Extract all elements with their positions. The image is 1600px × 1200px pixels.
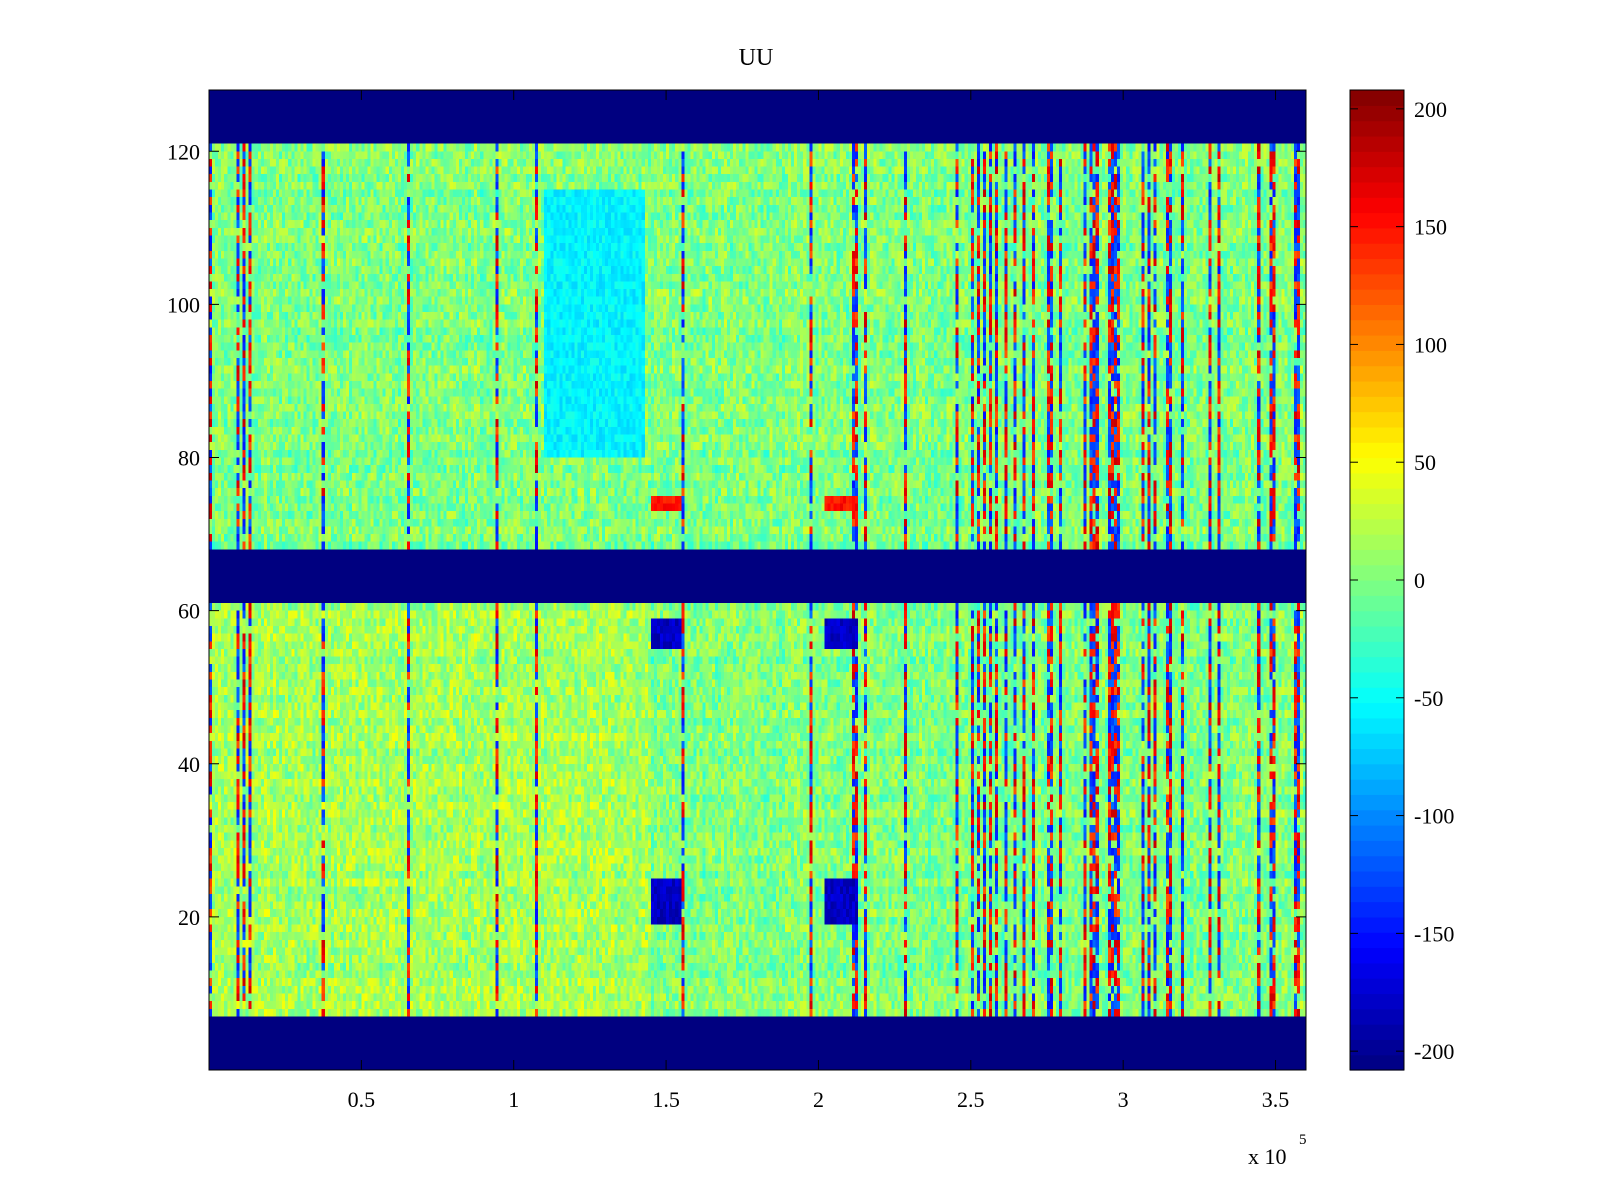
colorbar-axis: 200 150 100 50 0 -50 -100 -150 -200	[1350, 97, 1454, 1064]
colorbar-segment	[1350, 748, 1404, 765]
colorbar-tick-label: 50	[1414, 450, 1436, 475]
x-axis-exponent-label: x 10	[1248, 1144, 1287, 1169]
colorbar-segment	[1350, 978, 1404, 995]
x-tick-label: 1.5	[652, 1087, 680, 1112]
colorbar-segment	[1350, 534, 1404, 550]
colorbar-segment	[1350, 1039, 1404, 1056]
colorbar-tick-label: 150	[1414, 215, 1447, 240]
colorbar-segment	[1350, 120, 1404, 137]
colorbar-segment	[1350, 840, 1404, 857]
colorbar-segment	[1350, 809, 1404, 826]
colorbar-segment	[1350, 993, 1404, 1010]
colorbar-segment	[1350, 702, 1404, 719]
colorbar-segment	[1350, 932, 1404, 949]
colorbar-tick-label: -200	[1414, 1039, 1454, 1064]
colorbar-segment	[1350, 1008, 1404, 1025]
x-tick-label: 1	[508, 1087, 519, 1112]
colorbar-segment	[1350, 870, 1404, 887]
colorbar-segment	[1350, 319, 1404, 336]
colorbar-segment	[1350, 151, 1404, 168]
colorbar-segment	[1350, 396, 1404, 413]
colorbar-segment	[1350, 733, 1404, 750]
colorbar-segment	[1350, 901, 1404, 918]
colorbar-segment	[1350, 962, 1404, 979]
heatmap-plot-area	[209, 90, 1306, 1070]
colorbar-segment	[1350, 687, 1404, 704]
y-tick-label: 120	[167, 139, 200, 164]
colorbar-segment	[1350, 564, 1404, 581]
colorbar-tick-label: 0	[1414, 568, 1425, 593]
colorbar-segment	[1350, 549, 1404, 566]
colorbar-segment	[1350, 595, 1404, 612]
colorbar-segment	[1350, 671, 1404, 688]
colorbar-segment	[1350, 1024, 1404, 1040]
colorbar-segment	[1350, 580, 1404, 596]
colorbar-segment	[1350, 227, 1404, 244]
y-tick-label: 80	[178, 446, 200, 471]
colorbar-segment	[1350, 258, 1404, 275]
colorbar-segment	[1350, 457, 1404, 474]
colorbar-segment	[1350, 243, 1404, 260]
colorbar-segment	[1350, 135, 1404, 152]
colorbar-segment	[1350, 350, 1404, 367]
colorbar-segment	[1350, 763, 1404, 780]
y-tick-label: 20	[178, 905, 200, 930]
colorbar-segment	[1350, 610, 1404, 627]
y-tick-label: 40	[178, 752, 200, 777]
colorbar-segment	[1350, 916, 1404, 933]
x-tick-label: 3	[1118, 1087, 1129, 1112]
colorbar-segment	[1350, 90, 1404, 106]
x-tick-label: 2.5	[957, 1087, 985, 1112]
colorbar-segment	[1350, 442, 1404, 459]
colorbar-segment	[1350, 488, 1404, 505]
colorbar-segment	[1350, 273, 1404, 290]
colorbar	[1350, 90, 1404, 1071]
colorbar-segment	[1350, 855, 1404, 872]
colorbar-segment	[1350, 289, 1404, 305]
colorbar-segment	[1350, 304, 1404, 321]
colorbar-tick-label: 200	[1414, 97, 1447, 122]
colorbar-segment	[1350, 197, 1404, 214]
colorbar-segment	[1350, 717, 1404, 734]
chart-title: UU	[739, 45, 774, 71]
x-axis-exponent-power: 5	[1299, 1132, 1307, 1148]
colorbar-segment	[1350, 779, 1404, 795]
colorbar-segment	[1350, 886, 1404, 903]
colorbar-segment	[1350, 518, 1404, 535]
heatmap-image	[209, 90, 1306, 1070]
colorbar-segment	[1350, 472, 1404, 489]
x-tick-label: 3.5	[1262, 1087, 1290, 1112]
colorbar-segment	[1350, 641, 1404, 658]
colorbar-segment	[1350, 794, 1404, 811]
colorbar-tick-label: -50	[1414, 686, 1443, 711]
colorbar-segment	[1350, 503, 1404, 520]
colorbar-segment	[1350, 825, 1404, 841]
colorbar-segment	[1350, 380, 1404, 397]
colorbar-segment	[1350, 365, 1404, 382]
colorbar-segment	[1350, 947, 1404, 964]
x-tick-label: 2	[813, 1087, 824, 1112]
y-axis: 20 40 60 80 100 120	[167, 139, 1306, 930]
x-tick-label: 0.5	[348, 1087, 376, 1112]
colorbar-tick-label: -100	[1414, 804, 1454, 829]
colorbar-segment	[1350, 166, 1404, 183]
colorbar-tick-label: 100	[1414, 332, 1447, 357]
y-tick-label: 100	[167, 292, 200, 317]
colorbar-segment	[1350, 625, 1404, 642]
colorbar-tick-label: -150	[1414, 921, 1454, 946]
x-axis: 0.5 1 1.5 2 2.5 3 3.5	[348, 90, 1290, 1112]
colorbar-segment	[1350, 181, 1404, 198]
colorbar-segment	[1350, 105, 1404, 122]
colorbar-segment	[1350, 1054, 1404, 1071]
colorbar-segment	[1350, 411, 1404, 428]
colorbar-segment	[1350, 656, 1404, 673]
colorbar-segment	[1350, 335, 1404, 351]
plot-axes-box	[208, 89, 1307, 1071]
y-tick-label: 60	[178, 599, 200, 624]
colorbar-segment	[1350, 426, 1404, 443]
colorbar-segment	[1350, 212, 1404, 229]
